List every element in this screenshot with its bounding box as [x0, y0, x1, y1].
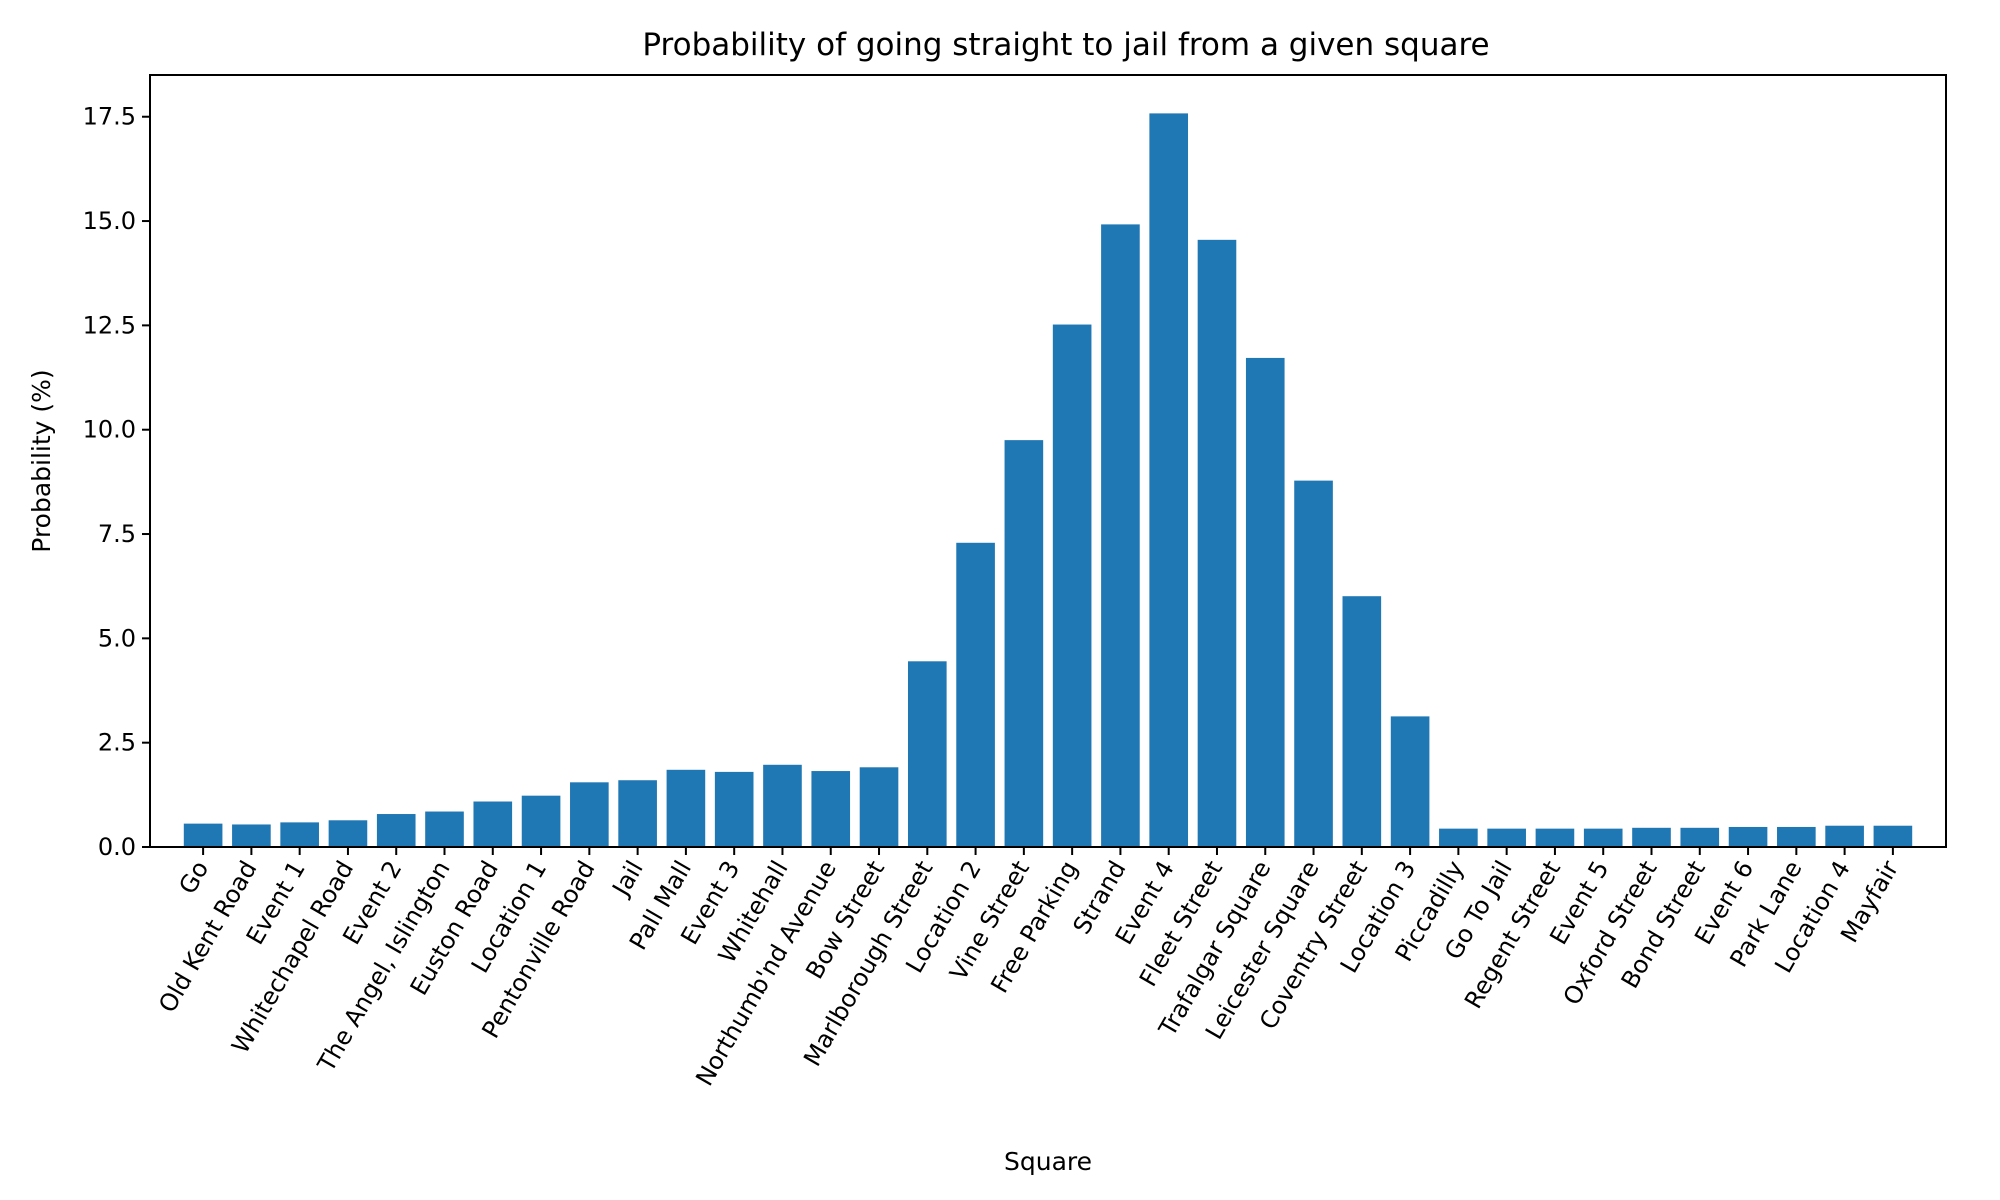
bar-1	[232, 824, 271, 847]
bars-group	[183, 113, 1913, 848]
bar-7	[521, 795, 561, 847]
bar-27	[1487, 828, 1526, 847]
y-tick-label: 2.5	[98, 729, 136, 757]
bar-8	[570, 782, 609, 847]
bar-16	[956, 542, 995, 847]
bar-6	[473, 801, 513, 847]
bar-34	[1825, 825, 1864, 847]
bar-23	[1294, 480, 1333, 847]
y-axis-label: Probability (%)	[27, 369, 56, 552]
bar-9	[618, 780, 657, 847]
bar-17	[1004, 440, 1044, 847]
bar-25	[1390, 716, 1430, 847]
bar-31	[1680, 827, 1720, 847]
bar-26	[1439, 828, 1478, 847]
y-tick-label: 12.5	[83, 311, 136, 339]
bar-5	[425, 811, 464, 847]
y-tick-label: 5.0	[98, 624, 136, 652]
y-tick-label: 10.0	[83, 416, 136, 444]
bar-3	[328, 820, 368, 847]
bar-0	[183, 823, 223, 847]
bar-20	[1149, 113, 1189, 847]
chart-title: Probability of going straight to jail fr…	[642, 27, 1489, 63]
bar-18	[1052, 324, 1092, 847]
y-tick-label: 15.0	[83, 207, 136, 235]
y-tick-label: 0.0	[98, 833, 136, 861]
bar-4	[376, 814, 416, 847]
bar-15	[907, 661, 947, 847]
bar-11	[714, 771, 754, 847]
x-tick-label: Jail	[606, 856, 649, 902]
plot-frame	[149, 74, 1947, 848]
x-tick-label: Go	[173, 856, 214, 899]
bar-19	[1101, 224, 1140, 847]
y-axis: 0.0 2.5 5.0 7.5 10.0 12.5 15.0 17.5	[83, 103, 150, 861]
bar-33	[1777, 826, 1816, 847]
bar-14	[859, 767, 899, 847]
bar-32	[1728, 826, 1768, 847]
bar-10	[666, 769, 706, 847]
bar-30	[1632, 827, 1671, 847]
y-tick-label: 17.5	[83, 103, 136, 131]
bar-29	[1583, 828, 1623, 847]
bar-2	[280, 822, 319, 847]
bar-12	[763, 764, 802, 847]
bar-21	[1197, 239, 1237, 848]
bar-28	[1535, 828, 1575, 847]
y-tick-label: 7.5	[98, 520, 136, 548]
bar-13	[811, 771, 851, 847]
bar-35	[1873, 825, 1913, 847]
bar-22	[1245, 357, 1285, 847]
x-axis-label: Square	[1004, 1147, 1092, 1176]
bar-24	[1342, 596, 1382, 847]
